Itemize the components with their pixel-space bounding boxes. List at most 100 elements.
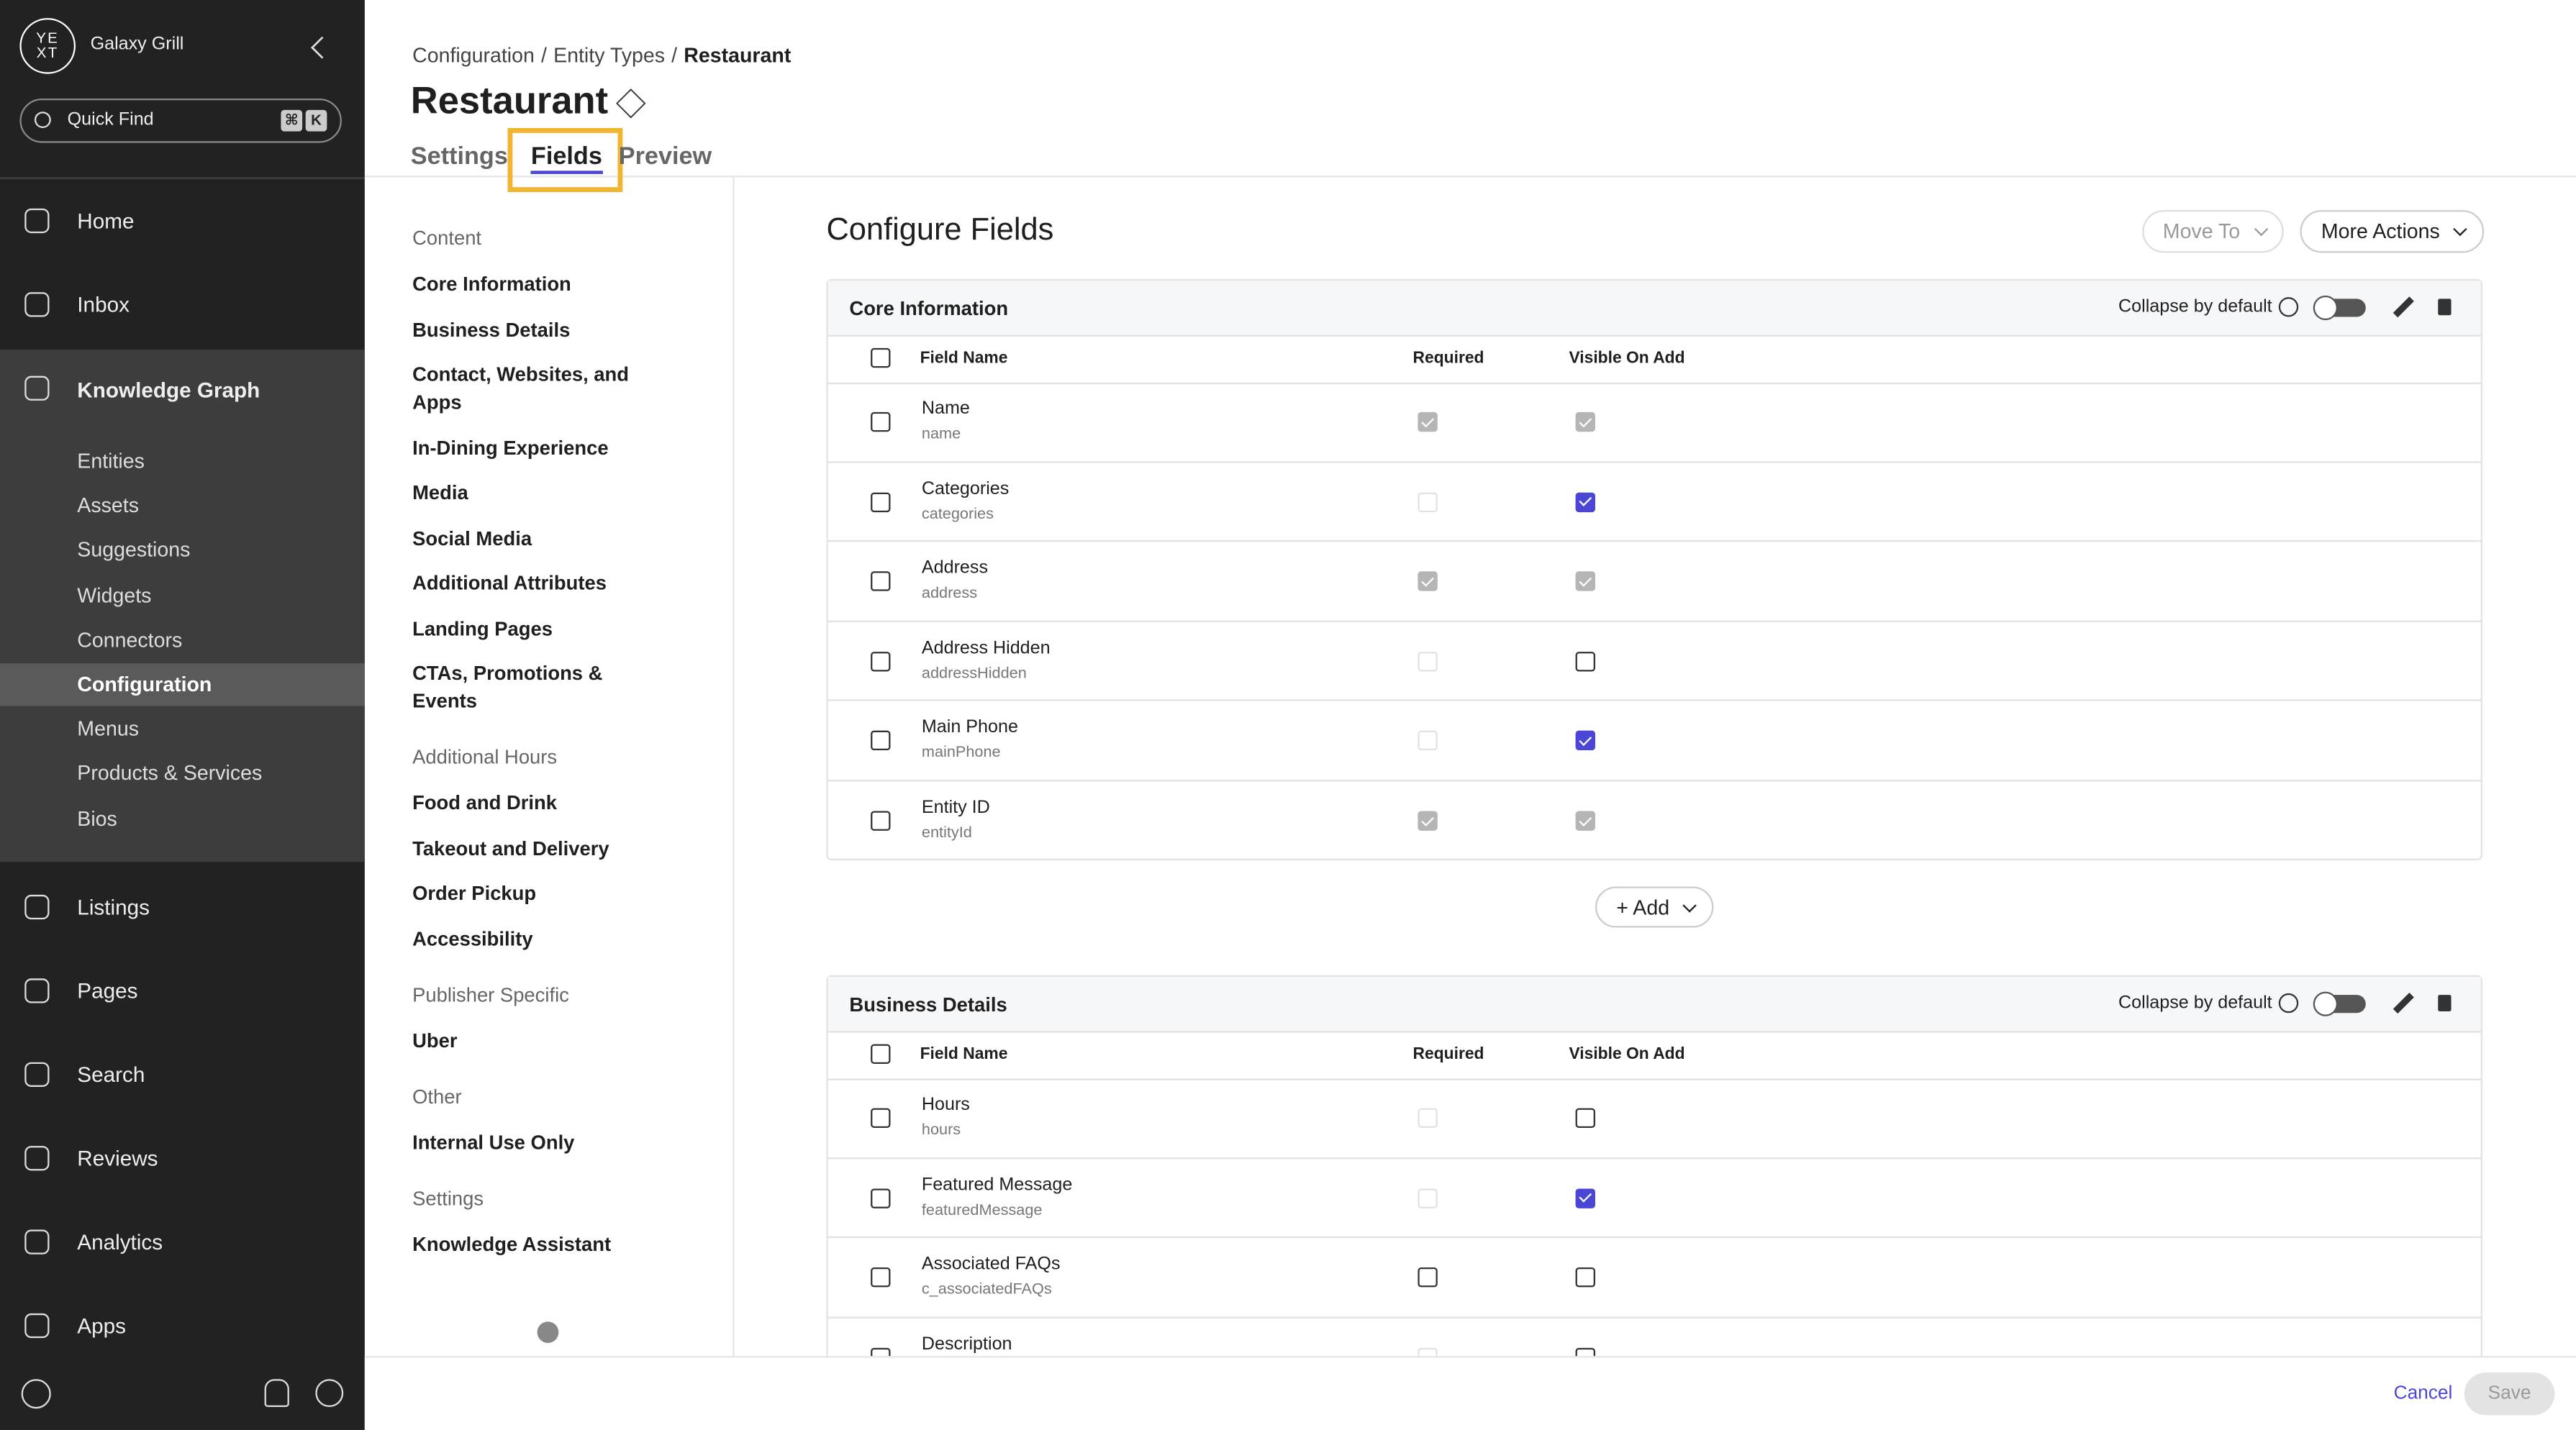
cancel-button[interactable]: Cancel — [2393, 1384, 2453, 1404]
section-link[interactable]: Landing Pages — [412, 616, 553, 639]
section-link[interactable]: Uber — [412, 1028, 458, 1052]
section-link[interactable]: Takeout and Delivery — [412, 836, 609, 860]
row-checkbox[interactable] — [871, 571, 891, 592]
row-checkbox[interactable] — [871, 1108, 891, 1129]
row-checkbox[interactable] — [871, 1347, 891, 1357]
section-link[interactable]: Knowledge Assistant — [412, 1231, 612, 1255]
section-link[interactable]: Social Media — [412, 526, 532, 550]
nav-subitem[interactable]: Suggestions — [77, 539, 191, 563]
field-row: Hours hours — [827, 1079, 2481, 1159]
section-link[interactable]: CTAs, Promotions & Events — [412, 661, 603, 713]
save-label: Save — [2487, 1384, 2531, 1404]
breadcrumb-item[interactable]: Entity Types — [553, 44, 666, 68]
edit-button[interactable] — [2393, 296, 2414, 318]
visible-checkbox[interactable] — [1575, 731, 1595, 751]
breadcrumb-item[interactable]: Configuration — [412, 44, 535, 68]
row-checkbox[interactable] — [871, 411, 891, 432]
collapse-toggle[interactable] — [2313, 295, 2366, 321]
row-checkbox[interactable] — [871, 811, 891, 831]
nav-subitem[interactable]: Widgets — [77, 583, 152, 607]
add-field-button[interactable]: + Add — [1595, 886, 1714, 928]
main-content: Configure Fields Move To More Actions Core … — [735, 177, 2576, 1357]
row-checkbox[interactable] — [871, 1188, 891, 1208]
section-link[interactable]: Internal Use Only — [412, 1130, 575, 1154]
field-group: Core Information Collapse by default Field… — [826, 279, 2482, 860]
page-title: Restaurant — [410, 78, 609, 122]
nav-item[interactable]: Analytics — [77, 1229, 163, 1254]
row-checkbox[interactable] — [871, 491, 891, 512]
tab[interactable]: Preview — [619, 141, 722, 178]
nav-item[interactable]: Search — [77, 1062, 145, 1087]
column-title: Visible On Add — [1569, 1045, 1685, 1064]
account-icon[interactable] — [21, 1379, 51, 1409]
tab-label: Settings — [410, 142, 508, 171]
visible-checkbox[interactable] — [1575, 1267, 1595, 1288]
visible-checkbox[interactable] — [1575, 1347, 1595, 1357]
header: Configuration / Entity Types / Restaurant Res… — [364, 0, 2576, 193]
nav-item[interactable]: Listings — [77, 894, 150, 919]
favorite-star[interactable] — [616, 88, 646, 119]
nav-subitem[interactable]: Entities — [77, 450, 145, 473]
delete-button[interactable] — [2438, 299, 2452, 316]
nav-item[interactable]: Inbox — [77, 292, 130, 317]
visible-checkbox — [1575, 411, 1595, 432]
section-link[interactable]: Additional Attributes — [412, 571, 607, 595]
section-link[interactable]: In-Dining Experience — [412, 435, 609, 459]
nav-subitem[interactable]: Connectors — [77, 628, 183, 652]
nav-subitem[interactable]: Assets — [77, 494, 139, 518]
collapse-toggle[interactable] — [2313, 991, 2366, 1016]
add-section-button[interactable] — [537, 1321, 559, 1344]
nav-item[interactable]: Pages — [77, 978, 138, 1003]
field-group: Business Details Collapse by default Field… — [826, 975, 2482, 1357]
collapse-button[interactable] — [311, 36, 334, 59]
quick-find[interactable]: Quick Find ⌘ K — [19, 98, 342, 143]
visible-checkbox[interactable] — [1575, 1188, 1595, 1208]
action-button: Move To — [2142, 210, 2284, 253]
section-link[interactable]: Contact, Websites, and Apps — [412, 363, 630, 414]
section-heading: Settings — [412, 1186, 484, 1209]
section-link[interactable]: Core Information — [412, 272, 571, 296]
section-link[interactable]: Food and Drink — [412, 791, 558, 815]
notifications-icon[interactable] — [264, 1379, 289, 1408]
row-checkbox[interactable] — [871, 731, 891, 751]
required-checkbox[interactable] — [1418, 1267, 1438, 1288]
edit-button[interactable] — [2393, 993, 2414, 1014]
visible-checkbox[interactable] — [1575, 651, 1595, 672]
row-checkbox[interactable] — [871, 651, 891, 672]
nav-subitem[interactable]: Configuration — [77, 673, 212, 696]
nav-subitem[interactable]: Products & Services — [77, 762, 263, 785]
visible-checkbox[interactable] — [1575, 491, 1595, 512]
select-all-checkbox[interactable] — [871, 347, 891, 368]
breadcrumb-item: Restaurant — [684, 44, 792, 68]
nav-item[interactable]: Home — [77, 208, 135, 234]
select-all-checkbox[interactable] — [871, 1044, 891, 1064]
delete-button[interactable] — [2438, 995, 2452, 1011]
section-nav: Content Core Information Business Details C… — [365, 177, 735, 1357]
nav-item[interactable]: Apps — [77, 1313, 126, 1338]
field-name: Name — [921, 399, 970, 419]
action-label: More Actions — [2321, 219, 2440, 243]
nav-subitem[interactable]: Menus — [77, 717, 140, 741]
save-button: Save — [2464, 1372, 2555, 1416]
visible-checkbox[interactable] — [1575, 1108, 1595, 1129]
section-link[interactable]: Business Details — [412, 317, 571, 341]
action-button[interactable]: More Actions — [2300, 210, 2485, 253]
row-checkbox[interactable] — [871, 1267, 891, 1288]
section-link[interactable]: Media — [412, 481, 468, 504]
nav-subitem[interactable]: Bios — [77, 807, 117, 830]
nav-icon — [24, 208, 50, 234]
group-header: Business Details Collapse by default — [827, 977, 2481, 1033]
nav-item[interactable]: Knowledge Graph — [77, 377, 260, 403]
nav-item[interactable]: Reviews — [77, 1145, 158, 1170]
chevron — [2453, 222, 2467, 237]
help-icon[interactable] — [315, 1379, 344, 1408]
section-link[interactable]: Order Pickup — [412, 881, 537, 905]
tab[interactable]: Fields — [507, 128, 622, 193]
section-link[interactable]: Accessibility — [412, 926, 533, 950]
logo: YE XT — [19, 18, 76, 74]
tab[interactable]: Settings — [411, 141, 518, 178]
nav-icon — [24, 1145, 50, 1170]
collapse-label: Collapse by default — [2118, 297, 2272, 317]
group-title: Business Details — [849, 993, 1007, 1016]
